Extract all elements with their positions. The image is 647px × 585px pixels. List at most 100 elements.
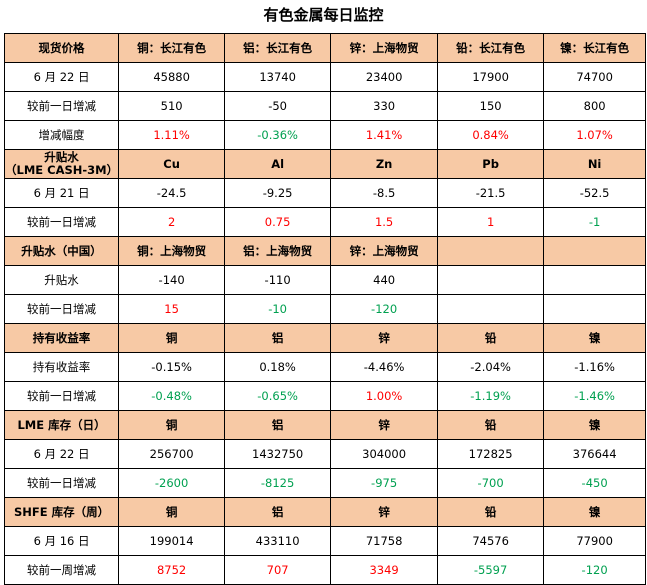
table-cell: 0.84% [437,120,545,150]
table-cell: -0.65% [224,381,332,411]
header-cell: 铝 [224,323,332,353]
page-title: 有色金属每日监控 [263,6,384,24]
table-cell: -21.5 [437,178,545,208]
table-row: 较前一周增减 8752 707 3349 -5597 -120 [3,555,647,585]
header-cell: 铅 [437,497,545,527]
table-cell: -8125 [224,468,332,498]
row-label: 增减幅度 [3,120,120,150]
table-cell: -110 [224,265,332,295]
table-cell: 1.00% [330,381,439,411]
table-cell: -9.25 [224,178,332,208]
table-cell: -120 [330,294,439,324]
yield-header-row: 持有收益率 铜 铝 锌 铅 镍 [3,323,647,353]
header-cell: 锌 [330,410,439,440]
table-cell: -1 [543,207,647,237]
row-label: 较前一日增减 [3,381,120,411]
table-cell: -450 [543,468,647,498]
header-cell: 铅 [437,323,545,353]
row-label: 升贴水 [3,265,120,295]
table-cell: 800 [543,91,647,121]
table-cell: 0.75 [224,207,332,237]
row-label: 较前一日增减 [3,294,120,324]
spot-header-row: 现货价格 铜：长江有色 铝：长江有色 锌：上海物贸 铅：长江有色 镍：长江有色 [3,33,647,63]
table-cell: -700 [437,468,545,498]
table-cell [437,265,545,295]
table-cell: -1.19% [437,381,545,411]
header-cell: Cu [118,149,226,179]
table-row: 较前一日增减 -0.48% -0.65% 1.00% -1.19% -1.46% [3,381,647,411]
row-label: 较前一日增减 [3,91,120,121]
header-cell: Zn [330,149,439,179]
table-cell: 1 [437,207,545,237]
header-cell: 锌 [330,323,439,353]
table-cell: 1.41% [330,120,439,150]
table-cell: -140 [118,265,226,295]
table-cell: 13740 [224,62,332,92]
table-row: 持有收益率 -0.15% 0.18% -4.46% -2.04% -1.16% [3,352,647,382]
row-label: 较前一周增减 [3,555,120,585]
table-cell: -0.36% [224,120,332,150]
header-cell: 镍：长江有色 [543,33,647,63]
table-cell: 1.11% [118,120,226,150]
table-cell: 707 [224,555,332,585]
table-cell: -0.48% [118,381,226,411]
header-cell: 铅 [437,410,545,440]
table-cell [437,294,545,324]
header-cell: 锌：上海物贸 [330,33,439,63]
row-label: 6 月 21 日 [3,178,120,208]
table-cell: 376644 [543,439,647,469]
table-cell: 256700 [118,439,226,469]
row-label: 6 月 16 日 [3,526,120,556]
header-cell: 升贴水 （LME CASH-3M） [3,149,120,179]
table-row: 较前一日增减 510 -50 330 150 800 [3,91,647,121]
header-cell: 铅：长江有色 [437,33,545,63]
row-label: 6 月 22 日 [3,62,120,92]
row-label: 较前一日增减 [3,207,120,237]
header-cell: 铜 [118,497,226,527]
table-cell: 510 [118,91,226,121]
shfe-stock-header-row: SHFE 库存（周） 铜 铝 锌 铅 镍 [3,497,647,527]
table-cell: 199014 [118,526,226,556]
header-cell [543,236,647,266]
lme-spread-header-row: 升贴水 （LME CASH-3M） Cu Al Zn Pb Ni [3,149,647,179]
table-cell: 150 [437,91,545,121]
table-cell: -2.04% [437,352,545,382]
row-label: 6 月 22 日 [3,439,120,469]
table-cell: -8.5 [330,178,439,208]
header-cell: 铝 [224,497,332,527]
table-cell: 77900 [543,526,647,556]
header-cell: 铝：上海物贸 [224,236,332,266]
header-cell: Al [224,149,332,179]
table-cell: -4.46% [330,352,439,382]
table-row: 较前一日增减 2 0.75 1.5 1 -1 [3,207,647,237]
header-cell: 铜 [118,323,226,353]
table-cell: -1.46% [543,381,647,411]
table-cell: 8752 [118,555,226,585]
metals-monitor-table: 现货价格 铜：长江有色 铝：长江有色 锌：上海物贸 铅：长江有色 镍：长江有色 … [3,33,647,585]
table-cell: -52.5 [543,178,647,208]
cn-spread-header-row: 升贴水（中国） 铜：上海物贸 铝：上海物贸 锌：上海物贸 [3,236,647,266]
table-cell: -10 [224,294,332,324]
table-cell: 1.07% [543,120,647,150]
header-cell: 现货价格 [3,33,120,63]
table-cell: 1.5 [330,207,439,237]
table-cell: -2600 [118,468,226,498]
header-line: 升贴水 [44,150,79,164]
table-cell: 2 [118,207,226,237]
table-row: 较前一日增减 15 -10 -120 [3,294,647,324]
header-cell: 铜 [118,410,226,440]
header-cell: 持有收益率 [3,323,120,353]
header-cell: 铜：长江有色 [118,33,226,63]
table-cell: 45880 [118,62,226,92]
header-cell: Pb [437,149,545,179]
row-label: 持有收益率 [3,352,120,382]
header-cell: 镍 [543,410,647,440]
table-cell: -120 [543,555,647,585]
table-cell: 74576 [437,526,545,556]
header-cell: 铝：长江有色 [224,33,332,63]
table-cell: 3349 [330,555,439,585]
table-cell: 440 [330,265,439,295]
header-line: （LME CASH-3M） [5,163,119,177]
table-cell: -24.5 [118,178,226,208]
table-cell: 330 [330,91,439,121]
